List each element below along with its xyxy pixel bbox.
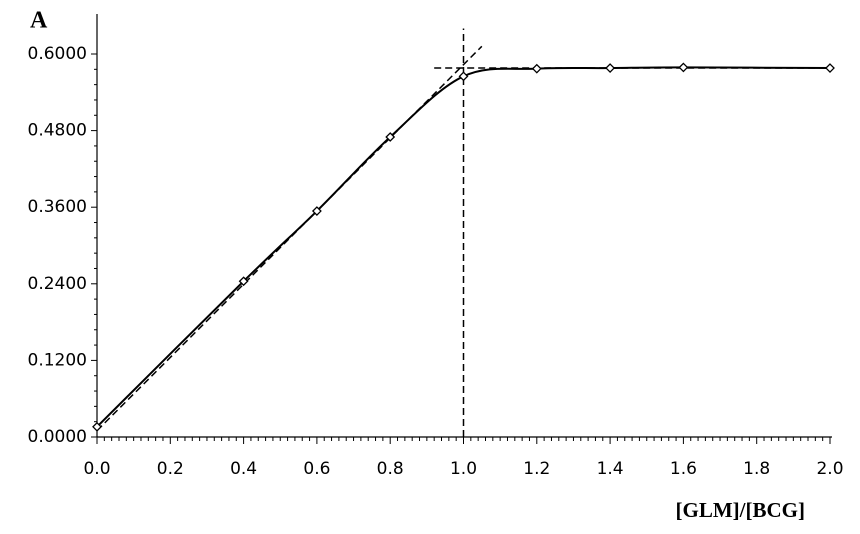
x-tick-label: 0.8 — [377, 459, 404, 479]
data-point — [92, 421, 102, 432]
x-tick-label: 0.4 — [230, 459, 257, 479]
y-tick-label: 0.4800 — [28, 121, 87, 141]
x-tick-label: 1.2 — [523, 459, 550, 479]
x-tick-label: 2.0 — [816, 459, 843, 479]
x-tick-label: 1.8 — [743, 459, 770, 479]
data-point — [458, 71, 469, 82]
data-point — [678, 62, 689, 73]
x-tick-label: 0.2 — [157, 459, 184, 479]
x-tick-label: 0.0 — [83, 459, 110, 479]
data-point — [238, 276, 249, 287]
x-tick-label: 0.6 — [303, 459, 330, 479]
y-tick-label: 0.1200 — [28, 350, 87, 370]
data-point — [825, 63, 835, 73]
x-tick-label: 1.0 — [450, 459, 477, 479]
y-tick-label: 0.2400 — [28, 274, 87, 294]
x-tick-label: 1.4 — [597, 459, 624, 479]
y-tick-label: 0.0000 — [28, 427, 87, 447]
data-point — [311, 206, 322, 216]
data-point — [605, 63, 616, 73]
y-tick-label: 0.6000 — [28, 44, 87, 64]
x-tick-label: 1.6 — [670, 459, 697, 479]
data-point — [385, 132, 396, 142]
panel-label: A — [30, 8, 48, 34]
data-point — [531, 63, 542, 74]
y-tick-label: 0.3600 — [28, 197, 87, 217]
x-axis-label: [GLM]/[BCG] — [676, 498, 805, 522]
